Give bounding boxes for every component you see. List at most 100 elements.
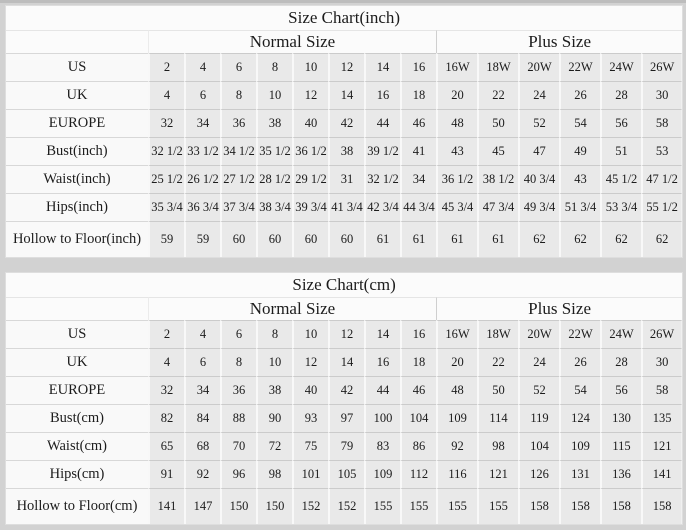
size-cell: 30	[641, 348, 683, 376]
column-group-normal: Normal Size	[148, 297, 436, 320]
row-label: UK	[6, 81, 148, 109]
size-cell: 34	[184, 376, 220, 404]
size-cell: 20	[436, 81, 477, 109]
size-cell: 59	[184, 221, 220, 257]
size-cell: 33 1/2	[184, 137, 220, 165]
size-cell: 36	[220, 109, 256, 137]
size-cell: 61	[477, 221, 518, 257]
table-row: UK 4 6 8 10 12 14 16 18 20 22 24 26 28 30	[6, 81, 683, 109]
size-cell: 34 1/2	[220, 137, 256, 165]
size-cell: 52	[518, 109, 559, 137]
size-cell: 51	[600, 137, 641, 165]
size-cell: 62	[559, 221, 600, 257]
column-group-row: Normal Size Plus Size	[6, 297, 683, 320]
size-cell: 42 3/4	[364, 193, 400, 221]
size-cell: 61	[364, 221, 400, 257]
size-cell: 53	[641, 137, 683, 165]
size-cell: 55 1/2	[641, 193, 683, 221]
size-cell: 44	[364, 109, 400, 137]
row-label: Hips(cm)	[6, 460, 148, 488]
size-cell: 150	[220, 488, 256, 524]
size-cell: 4	[184, 320, 220, 348]
size-cell: 158	[518, 488, 559, 524]
size-cell: 79	[328, 432, 364, 460]
size-cell: 155	[364, 488, 400, 524]
size-cell: 28 1/2	[256, 165, 292, 193]
size-cell: 112	[400, 460, 436, 488]
size-cell: 60	[220, 221, 256, 257]
size-cell: 97	[328, 404, 364, 432]
size-cell: 32 1/2	[364, 165, 400, 193]
size-cell: 48	[436, 109, 477, 137]
size-cell: 22W	[559, 320, 600, 348]
table-row: US 2 4 6 8 10 12 14 16 16W 18W 20W 22W 24W 26W	[6, 320, 683, 348]
column-group-row: Normal Size Plus Size	[6, 30, 683, 53]
size-cell: 92	[436, 432, 477, 460]
size-cell: 20W	[518, 320, 559, 348]
size-cell: 44 3/4	[400, 193, 436, 221]
size-cell: 16W	[436, 53, 477, 81]
size-cell: 12	[328, 320, 364, 348]
column-group-plus: Plus Size	[436, 30, 683, 53]
row-label: Hollow to Floor(inch)	[6, 221, 148, 257]
size-cell: 22W	[559, 53, 600, 81]
size-cell: 158	[559, 488, 600, 524]
row-label: UK	[6, 348, 148, 376]
size-cell: 6	[184, 81, 220, 109]
size-cell: 10	[256, 348, 292, 376]
size-cell: 65	[148, 432, 184, 460]
size-cell: 26	[559, 348, 600, 376]
size-cell: 43	[559, 165, 600, 193]
size-cell: 96	[220, 460, 256, 488]
size-cell: 115	[600, 432, 641, 460]
size-cell: 38	[256, 109, 292, 137]
size-cell: 46	[400, 376, 436, 404]
size-cell: 24	[518, 348, 559, 376]
column-group-normal: Normal Size	[148, 30, 436, 53]
size-cell: 61	[400, 221, 436, 257]
size-cell: 6	[220, 320, 256, 348]
column-group-plus: Plus Size	[436, 297, 683, 320]
table-row: Bust(cm) 82 84 88 90 93 97 100 104 109 114 119 124 13…	[6, 404, 683, 432]
size-cell: 75	[292, 432, 328, 460]
size-cell: 29 1/2	[292, 165, 328, 193]
size-cell: 60	[328, 221, 364, 257]
size-cell: 4	[148, 348, 184, 376]
size-cell: 34	[400, 165, 436, 193]
size-cell: 135	[641, 404, 683, 432]
size-cell: 10	[292, 320, 328, 348]
size-cell: 26W	[641, 53, 683, 81]
size-cell: 44	[364, 376, 400, 404]
size-cell: 8	[220, 348, 256, 376]
size-cell: 31	[328, 165, 364, 193]
table-title: Size Chart(inch)	[6, 6, 683, 30]
size-cell: 24	[518, 81, 559, 109]
size-cell: 4	[184, 53, 220, 81]
size-cell: 4	[148, 81, 184, 109]
size-cell: 32	[148, 109, 184, 137]
size-cell: 84	[184, 404, 220, 432]
size-cell: 2	[148, 320, 184, 348]
size-cell: 41	[400, 137, 436, 165]
size-cell: 72	[256, 432, 292, 460]
size-cell: 14	[328, 348, 364, 376]
table-title-row: Size Chart(inch)	[6, 6, 683, 30]
corner-cell	[6, 30, 148, 53]
size-cell: 45 3/4	[436, 193, 477, 221]
size-cell: 53 3/4	[600, 193, 641, 221]
size-cell: 109	[436, 404, 477, 432]
size-cell: 91	[148, 460, 184, 488]
size-cell: 41 3/4	[328, 193, 364, 221]
row-label: Hips(inch)	[6, 193, 148, 221]
size-cell: 10	[256, 81, 292, 109]
size-cell: 35 3/4	[148, 193, 184, 221]
size-cell: 16W	[436, 320, 477, 348]
size-cell: 114	[477, 404, 518, 432]
size-cell: 119	[518, 404, 559, 432]
size-cell: 35 1/2	[256, 137, 292, 165]
size-cell: 16	[400, 53, 436, 81]
size-cell: 70	[220, 432, 256, 460]
size-cell: 104	[518, 432, 559, 460]
size-cell: 12	[292, 348, 328, 376]
size-cell: 155	[400, 488, 436, 524]
